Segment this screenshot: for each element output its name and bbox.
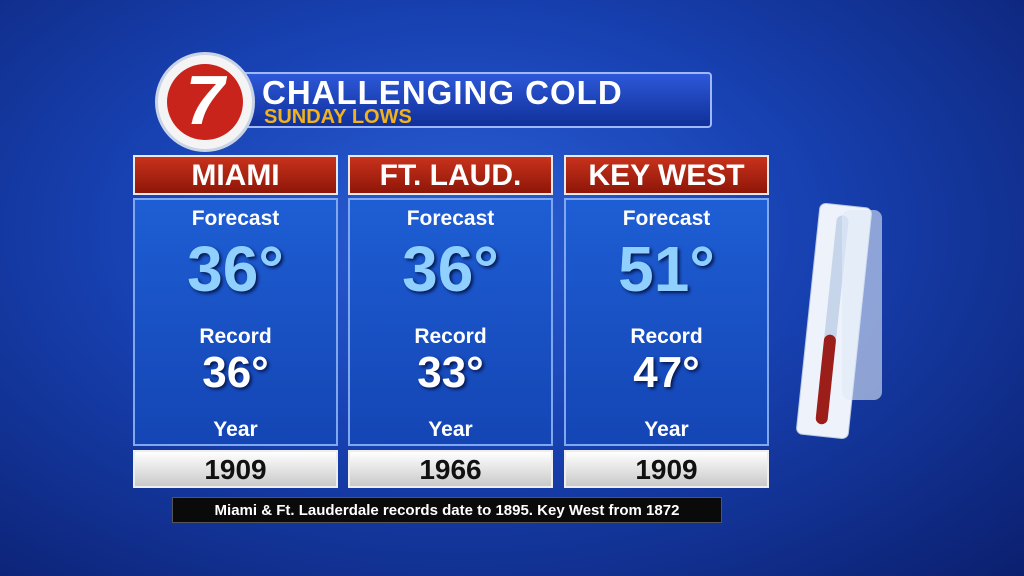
subtitle: SUNDAY LOWS	[264, 106, 412, 128]
record-label: Record	[414, 325, 487, 348]
title: CHALLENGING COLD	[262, 74, 623, 111]
record-value: 47°	[633, 348, 700, 397]
year-value: 1966	[348, 450, 553, 488]
city-name: KEY WEST	[564, 155, 769, 195]
forecast-label: Forecast	[622, 207, 711, 230]
footer-note: Miami & Ft. Lauderdale records date to 1…	[172, 497, 722, 523]
header-bar	[215, 72, 712, 128]
thermometer	[796, 203, 882, 439]
year-label: Year	[428, 418, 473, 441]
city-name: MIAMI	[133, 155, 338, 195]
city-panel	[133, 198, 338, 446]
year-label: Year	[644, 418, 689, 441]
year-value: 1909	[564, 450, 769, 488]
forecast-label: Forecast	[191, 207, 280, 230]
forecast-value: 51°	[618, 233, 715, 305]
record-label: Record	[630, 325, 703, 348]
city-name: FT. LAUD.	[348, 155, 553, 195]
logo-inner	[167, 64, 243, 140]
record-label: Record	[199, 325, 272, 348]
forecast-value: 36°	[402, 233, 499, 305]
logo-number: 7	[185, 61, 225, 139]
city-panel	[564, 198, 769, 446]
year-value: 1909	[133, 450, 338, 488]
record-value: 33°	[417, 348, 484, 397]
year-label: Year	[213, 418, 258, 441]
record-value: 36°	[202, 348, 269, 397]
city-panel	[348, 198, 553, 446]
forecast-label: Forecast	[406, 207, 495, 230]
forecast-value: 36°	[187, 233, 284, 305]
